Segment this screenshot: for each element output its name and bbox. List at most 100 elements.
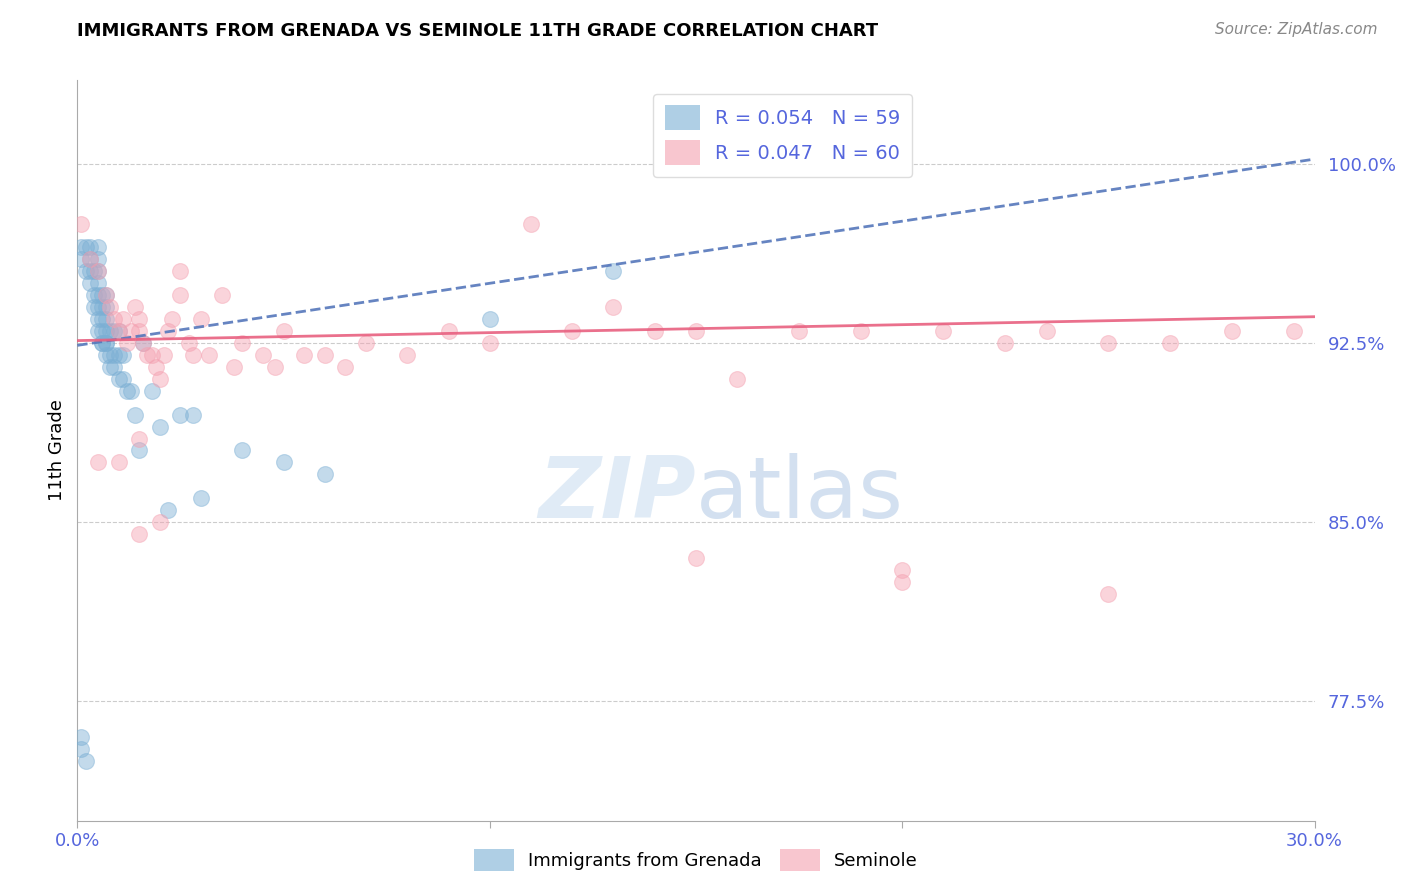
Point [478,336,501,351]
Point [91,300,114,314]
Point [222,359,245,374]
Point [725,372,748,386]
Point [98,348,121,362]
Point [932,324,955,338]
Point [396,348,419,362]
Point [141,384,163,398]
Point [75,754,97,768]
Point [91,336,114,351]
Point [153,348,176,362]
Point [87,312,110,326]
Text: ZIP: ZIP [538,453,696,536]
Point [87,455,110,469]
Point [124,300,146,314]
Point [87,264,110,278]
Point [96,348,118,362]
Point [1097,587,1119,601]
Point [128,312,150,326]
Point [98,300,121,314]
Point [141,348,163,362]
Point [128,432,150,446]
Point [190,312,212,326]
Point [70,252,93,267]
Point [128,527,150,541]
Point [115,336,138,351]
Y-axis label: 11th Grade: 11th Grade [48,400,66,501]
Text: atlas: atlas [696,453,904,536]
Point [96,336,118,351]
Point [111,348,134,362]
Point [685,550,707,565]
Point [98,324,121,338]
Point [149,515,172,529]
Point [103,348,125,362]
Point [181,348,204,362]
Point [292,348,315,362]
Point [91,288,114,302]
Point [96,324,118,338]
Point [1035,324,1057,338]
Point [103,359,125,374]
Point [252,348,274,362]
Point [132,336,155,351]
Point [1220,324,1243,338]
Point [787,324,810,338]
Point [181,408,204,422]
Point [891,574,914,589]
Point [87,288,110,302]
Point [437,324,460,338]
Point [107,372,129,386]
Point [87,324,110,338]
Point [157,503,180,517]
Point [335,359,357,374]
Point [120,384,142,398]
Point [96,288,118,302]
Point [91,324,114,338]
Point [190,491,212,506]
Point [115,384,138,398]
Point [1097,336,1119,351]
Point [602,300,624,314]
Text: Source: ZipAtlas.com: Source: ZipAtlas.com [1215,22,1378,37]
Point [314,348,336,362]
Point [75,264,97,278]
Point [111,372,134,386]
Point [98,359,121,374]
Point [273,324,295,338]
Point [107,455,129,469]
Text: IMMIGRANTS FROM GRENADA VS SEMINOLE 11TH GRADE CORRELATION CHART: IMMIGRANTS FROM GRENADA VS SEMINOLE 11TH… [77,22,879,40]
Point [169,408,191,422]
Point [107,348,129,362]
Point [561,324,583,338]
Point [602,264,624,278]
Point [107,324,129,338]
Point [177,336,200,351]
Point [264,359,287,374]
Point [231,443,253,458]
Point [79,252,101,267]
Point [96,312,118,326]
Point [644,324,666,338]
Point [149,372,172,386]
Point [314,467,336,482]
Point [120,324,142,338]
Point [211,288,233,302]
Point [124,408,146,422]
Point [83,288,105,302]
Point [103,312,125,326]
Point [87,252,110,267]
Point [354,336,377,351]
Point [70,730,93,744]
Point [273,455,295,469]
Point [149,419,172,434]
Legend: Immigrants from Grenada, Seminole: Immigrants from Grenada, Seminole [467,842,925,879]
Point [79,264,101,278]
Point [520,217,543,231]
Point [91,312,114,326]
Point [87,264,110,278]
Point [198,348,221,362]
Point [849,324,872,338]
Point [478,312,501,326]
Point [169,288,191,302]
Point [169,264,191,278]
